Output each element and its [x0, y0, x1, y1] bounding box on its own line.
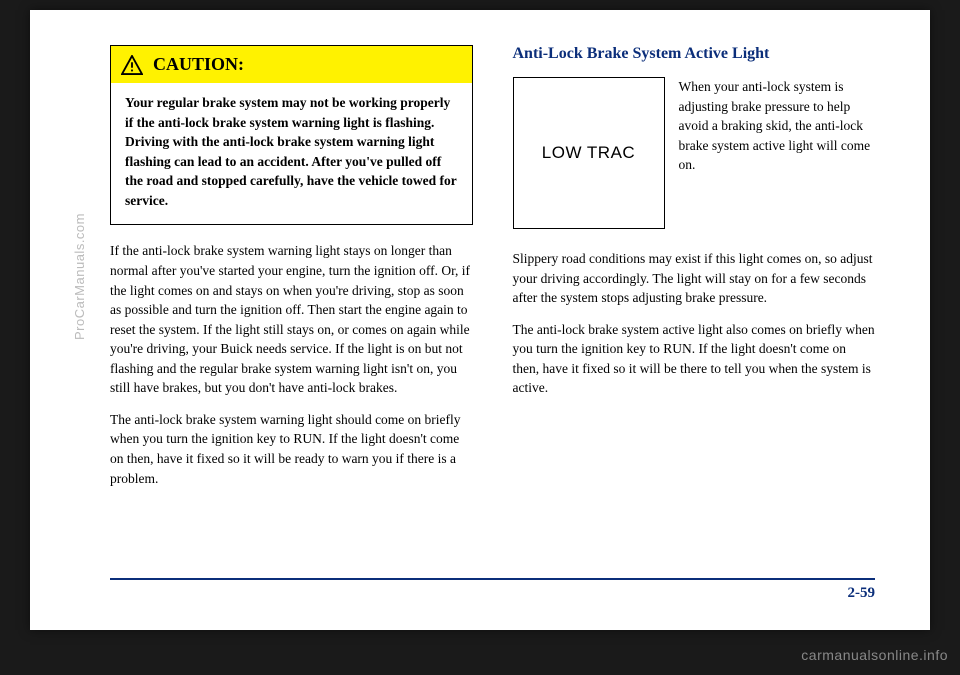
- watermark-bottom: carmanualsonline.info: [801, 647, 948, 663]
- content-columns: CAUTION: Your regular brake system may n…: [30, 10, 930, 520]
- warning-triangle-icon: [121, 55, 143, 75]
- right-column: Anti-Lock Brake System Active Light LOW …: [513, 45, 876, 500]
- watermark-side: ProCarManuals.com: [72, 213, 87, 340]
- caution-box: CAUTION: Your regular brake system may n…: [110, 45, 473, 225]
- left-paragraph-1: If the anti-lock brake system warning li…: [110, 241, 473, 398]
- caution-label: CAUTION:: [153, 54, 244, 75]
- indicator-display: LOW TRAC: [513, 77, 665, 229]
- page-number: 2-59: [848, 585, 876, 602]
- left-column: CAUTION: Your regular brake system may n…: [110, 45, 473, 500]
- section-title: Anti-Lock Brake System Active Light: [513, 45, 876, 63]
- left-paragraph-2: The anti-lock brake system warning light…: [110, 410, 473, 488]
- caution-body-text: Your regular brake system may not be wor…: [111, 83, 472, 224]
- footer-rule: [110, 578, 875, 580]
- right-paragraph-1: Slippery road conditions may exist if th…: [513, 249, 876, 308]
- indicator-description: When your anti-lock system is adjusting …: [679, 77, 876, 229]
- caution-header: CAUTION:: [111, 46, 472, 83]
- right-paragraph-2: The anti-lock brake system active light …: [513, 320, 876, 398]
- manual-page: ProCarManuals.com CAUTION: Your regular …: [30, 10, 930, 630]
- indicator-row: LOW TRAC When your anti-lock system is a…: [513, 77, 876, 229]
